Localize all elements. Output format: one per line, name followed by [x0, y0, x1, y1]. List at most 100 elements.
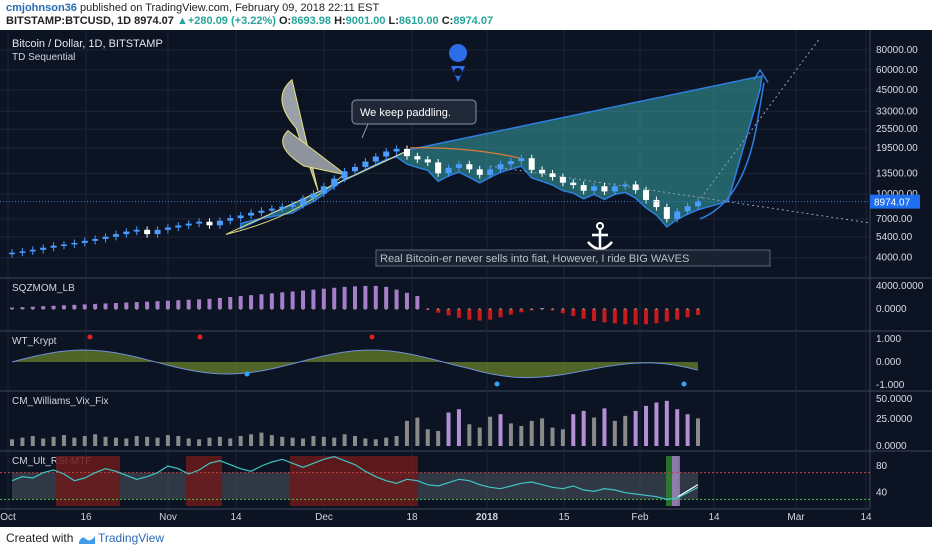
- candle-body: [331, 178, 338, 187]
- candle-body: [383, 151, 390, 157]
- squeeze-bar: [654, 309, 659, 324]
- rsi-label: CM_Ult_RSI-MTF: [12, 456, 91, 467]
- wt-signal-dot: [197, 334, 203, 340]
- candle-body: [487, 169, 494, 175]
- y-tick-label: 0.0000: [876, 441, 907, 452]
- squeeze-bar: [290, 291, 295, 309]
- squeeze-bar: [519, 309, 524, 313]
- candle-body: [81, 240, 88, 243]
- squeeze-bar: [477, 309, 482, 321]
- high-value: 9001.00: [345, 15, 386, 27]
- squeeze-dot: [21, 308, 24, 310]
- footer: Created with TradingView: [0, 527, 932, 550]
- squeeze-bar: [404, 292, 409, 309]
- vix-bar: [363, 438, 368, 446]
- squeeze-dot: [83, 308, 86, 310]
- squeeze-dot: [239, 308, 242, 310]
- vix-bar: [529, 420, 534, 446]
- squeeze-dot: [198, 308, 201, 310]
- candle-body: [497, 164, 504, 170]
- candle-body: [653, 199, 660, 208]
- vix-bar: [124, 438, 129, 446]
- squeeze-dot: [135, 308, 138, 310]
- squeeze-dot: [520, 308, 523, 310]
- high-label: H:: [334, 15, 346, 27]
- candle-body: [9, 252, 15, 255]
- vix-bar: [20, 437, 25, 446]
- squeeze-bar: [145, 301, 150, 309]
- squeeze-dot: [42, 308, 45, 310]
- wt-signal-dot: [369, 334, 375, 340]
- candle-body: [684, 206, 691, 212]
- vix-bar: [301, 438, 306, 446]
- candle-body: [258, 210, 265, 213]
- y-tick-label: 33000.00: [876, 106, 918, 117]
- squeeze-bar: [30, 306, 35, 309]
- squeeze-dot: [260, 308, 263, 310]
- squeeze-bar: [217, 297, 222, 309]
- sail-shape: [282, 129, 347, 176]
- vix-bar: [571, 414, 576, 446]
- squeeze-dot: [31, 308, 34, 310]
- squeeze-dot: [354, 308, 356, 310]
- squeeze-bar: [280, 292, 285, 309]
- candle-body: [663, 207, 670, 219]
- vix-bar: [592, 417, 597, 446]
- vix-bar: [685, 414, 690, 446]
- symbol-label[interactable]: BITSTAMP:BTCUSD, 1D: [6, 15, 132, 27]
- chart-canvas[interactable]: Oct 16 Nov 14 Dec 18 2018 15 Feb 14 Mar 14 80000.00 6…: [0, 30, 932, 527]
- candle-body: [268, 208, 275, 211]
- squeeze-bar: [415, 296, 420, 309]
- squeeze-bar: [373, 285, 378, 309]
- close-label: C:: [441, 15, 454, 27]
- candle-body: [466, 164, 473, 170]
- squeeze-bar: [675, 309, 680, 320]
- vix-bar: [675, 409, 680, 446]
- squeeze-dot: [250, 308, 253, 310]
- trend-line: [697, 37, 821, 203]
- candle-body: [403, 148, 410, 157]
- squeeze-dot: [385, 308, 388, 310]
- vix-bar: [197, 439, 202, 446]
- squeeze-dot: [364, 308, 367, 310]
- squeeze-dot: [270, 308, 273, 310]
- vix-bar: [10, 439, 14, 446]
- candle-body: [549, 173, 556, 178]
- vix-bar: [72, 437, 77, 446]
- vix-bar: [103, 436, 108, 446]
- vix-bar: [176, 435, 181, 446]
- squeeze-dot: [561, 308, 564, 310]
- vix-bar: [290, 437, 295, 446]
- squeeze-dot: [457, 308, 460, 310]
- candle-body: [622, 184, 629, 187]
- caption-box: [375, 249, 771, 267]
- squeeze-dot: [333, 308, 336, 310]
- squeeze-dot: [634, 308, 637, 310]
- candle-body: [310, 193, 317, 199]
- squeeze-dot: [156, 308, 159, 310]
- squeeze-bar: [644, 309, 649, 325]
- squeeze-bar: [113, 303, 118, 309]
- squeeze-dot: [468, 308, 471, 310]
- candle-body: [539, 169, 546, 174]
- vix-bar: [498, 414, 503, 446]
- wave-curve: [699, 82, 765, 220]
- anchor-icon: [587, 229, 613, 251]
- candle-body: [674, 211, 681, 219]
- author-name[interactable]: cmjohnson36: [6, 2, 77, 14]
- squeeze-dot: [603, 308, 606, 310]
- candle-body: [570, 182, 577, 186]
- squeeze-bar: [207, 298, 212, 309]
- wt-line: [11, 349, 699, 379]
- squeeze-bar: [228, 297, 233, 309]
- vix-bar: [280, 436, 285, 446]
- publish-line: cmjohnson36 published on TradingView.com…: [6, 2, 379, 14]
- squeeze-dot: [447, 308, 450, 310]
- candle-body: [591, 186, 598, 191]
- tradingview-brand[interactable]: TradingView: [98, 531, 165, 545]
- rsi-oversold-zone: [672, 456, 680, 506]
- candle-body: [424, 159, 431, 163]
- vix-bar: [664, 400, 669, 446]
- squeeze-dot: [146, 308, 149, 310]
- candle-body: [289, 204, 296, 207]
